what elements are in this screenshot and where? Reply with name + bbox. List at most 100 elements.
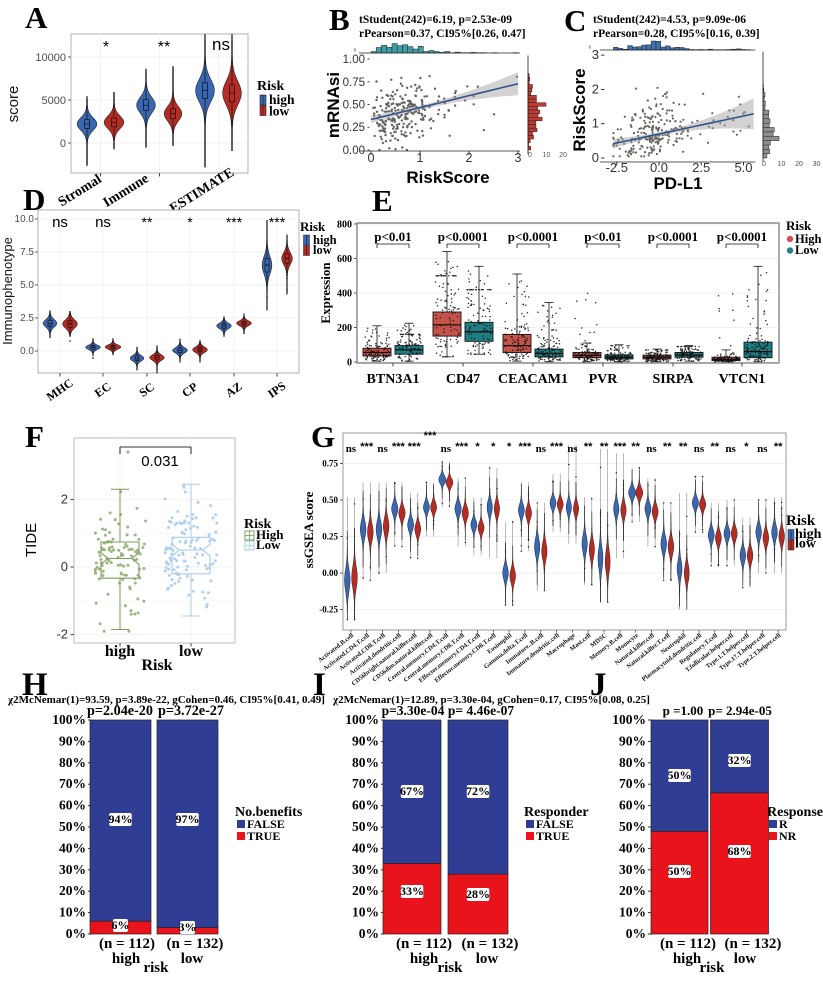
- svg-text:CEACAM1: CEACAM1: [498, 372, 568, 387]
- svg-text:high: high: [673, 951, 702, 967]
- svg-text:*: *: [507, 441, 512, 453]
- svg-text:E: E: [372, 183, 393, 218]
- svg-text:10: 10: [778, 161, 786, 168]
- svg-text:0: 0: [347, 358, 352, 369]
- svg-text:ns: ns: [567, 443, 578, 455]
- svg-text:0.00: 0.00: [343, 145, 365, 157]
- svg-text:-0.25: -0.25: [319, 605, 338, 615]
- svg-text:**: **: [679, 441, 688, 453]
- svg-text:***: ***: [392, 441, 406, 453]
- svg-text:**: **: [584, 441, 593, 453]
- svg-text:600: 600: [337, 254, 352, 265]
- svg-text:p<0.01: p<0.01: [374, 229, 411, 244]
- svg-text:30%: 30%: [619, 862, 646, 877]
- svg-text:**: **: [142, 214, 153, 230]
- svg-text:28%: 28%: [466, 887, 490, 901]
- svg-text:7.5: 7.5: [20, 247, 34, 258]
- svg-text:Response: Response: [767, 805, 823, 820]
- svg-text:tStudent(242)=6.19, p=2.53e-09: tStudent(242)=6.19, p=2.53e-09: [359, 14, 512, 26]
- svg-text:94%: 94%: [109, 812, 133, 826]
- svg-text:0: 0: [61, 559, 68, 574]
- svg-text:3%: 3%: [179, 920, 197, 934]
- svg-text:2: 2: [61, 491, 68, 506]
- svg-text:72%: 72%: [466, 784, 490, 798]
- svg-text:30%: 30%: [59, 862, 86, 877]
- svg-text:0%: 0%: [359, 926, 379, 941]
- svg-text:100%: 100%: [52, 712, 86, 727]
- svg-text:40%: 40%: [619, 840, 646, 855]
- svg-text:10000: 10000: [35, 52, 66, 64]
- svg-text:high: high: [105, 643, 135, 660]
- svg-text:20: 20: [795, 161, 803, 168]
- svg-text:-2.5: -2.5: [606, 160, 628, 175]
- svg-text:400: 400: [337, 289, 352, 300]
- svg-text:*: *: [103, 39, 109, 56]
- svg-text:ns: ns: [694, 443, 705, 455]
- svg-text:**: **: [711, 441, 720, 453]
- svg-text:*: *: [187, 214, 193, 230]
- svg-text:***: ***: [550, 441, 564, 453]
- svg-text:1.00: 1.00: [343, 54, 365, 66]
- svg-text:60%: 60%: [59, 798, 86, 813]
- svg-text:ns: ns: [95, 214, 111, 231]
- svg-text:BTN3A1: BTN3A1: [367, 372, 420, 387]
- svg-text:low: low: [795, 537, 817, 552]
- svg-text:60%: 60%: [619, 798, 646, 813]
- svg-text:800: 800: [337, 220, 352, 231]
- svg-text:I: I: [313, 667, 326, 703]
- svg-text:ns: ns: [757, 443, 768, 455]
- svg-text:p= 4.46e-07: p= 4.46e-07: [448, 703, 514, 718]
- svg-text:0.0: 0.0: [650, 160, 668, 175]
- svg-text:ns: ns: [441, 443, 452, 455]
- svg-text:-2: -2: [56, 627, 68, 642]
- svg-text:TRUE: TRUE: [247, 829, 280, 843]
- svg-text:50%: 50%: [668, 864, 692, 878]
- svg-text:p=3.72e-27: p=3.72e-27: [158, 703, 224, 719]
- svg-text:risk: risk: [437, 960, 463, 976]
- svg-text:p<0.0001: p<0.0001: [648, 229, 698, 244]
- svg-text:0: 0: [60, 138, 66, 150]
- svg-text:*: *: [475, 441, 480, 453]
- svg-text:10: 10: [543, 152, 551, 159]
- svg-text:0: 0: [368, 151, 375, 165]
- svg-text:p<0.0001: p<0.0001: [508, 229, 558, 244]
- svg-text:p= 2.94e-05: p= 2.94e-05: [708, 703, 772, 718]
- svg-text:(n = 112): (n = 112): [99, 936, 155, 952]
- svg-text:low: low: [269, 104, 290, 119]
- svg-text:30: 30: [813, 161, 821, 168]
- svg-text:RiskScore: RiskScore: [570, 68, 589, 151]
- svg-text:J: J: [590, 667, 607, 703]
- svg-text:***: ***: [424, 430, 438, 442]
- svg-text:p<0.01: p<0.01: [584, 229, 621, 244]
- svg-text:20%: 20%: [352, 883, 379, 898]
- svg-text:low: low: [476, 951, 499, 967]
- svg-text:0.75: 0.75: [322, 459, 338, 469]
- svg-text:p =1.00: p =1.00: [663, 703, 704, 718]
- svg-text:(n = 132): (n = 132): [462, 936, 519, 952]
- svg-text:10%: 10%: [59, 905, 86, 920]
- svg-text:2: 2: [592, 81, 599, 96]
- svg-text:60%: 60%: [352, 798, 379, 813]
- svg-text:*: *: [491, 441, 496, 453]
- svg-text:**: **: [774, 441, 783, 453]
- svg-text:90%: 90%: [352, 733, 379, 748]
- svg-text:PD-L1: PD-L1: [653, 174, 702, 193]
- svg-text:100%: 100%: [612, 712, 646, 727]
- svg-text:*: *: [744, 441, 749, 453]
- svg-text:NR: NR: [779, 829, 797, 843]
- svg-text:32%: 32%: [728, 753, 752, 767]
- svg-text:80%: 80%: [352, 755, 379, 770]
- svg-text:1: 1: [417, 151, 424, 165]
- svg-text:low: low: [179, 643, 203, 660]
- svg-text:2: 2: [466, 151, 473, 165]
- svg-text:1: 1: [592, 116, 599, 131]
- svg-text:SIRPA: SIRPA: [653, 372, 695, 387]
- svg-text:0.25: 0.25: [322, 532, 338, 542]
- svg-text:50%: 50%: [619, 819, 646, 834]
- svg-text:TIDE: TIDE: [23, 523, 40, 557]
- svg-text:Low: Low: [256, 537, 281, 552]
- svg-text:F: F: [25, 419, 44, 454]
- svg-text:90%: 90%: [59, 733, 86, 748]
- svg-text:risk: risk: [699, 960, 725, 976]
- svg-text:Low: Low: [795, 243, 819, 257]
